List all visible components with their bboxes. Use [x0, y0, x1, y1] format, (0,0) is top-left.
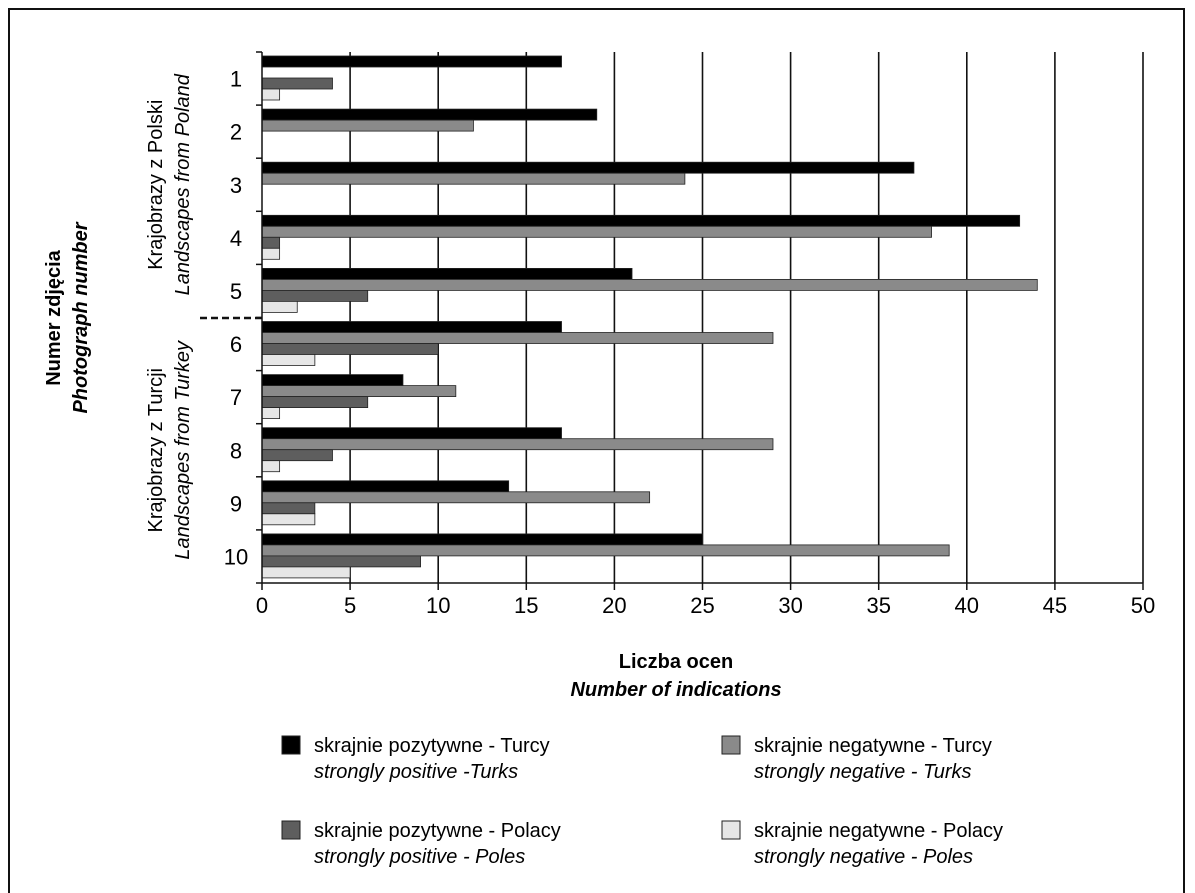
x-tick-labels: 0 5 10 15 20 25 30 35 40 45 50: [256, 593, 1155, 618]
bar: [261, 300, 298, 313]
group-label-en: Landscapes from Turkey: [172, 340, 194, 560]
legend-label: skrajnie pozytywne - Polacy: [314, 820, 561, 842]
gridlines: [256, 51, 1144, 590]
y-tick-label: 6: [230, 332, 242, 357]
bar: [261, 214, 1021, 227]
legend-swatch: [721, 820, 741, 840]
bar: [261, 332, 774, 344]
y-tick-label: 8: [230, 438, 242, 463]
bar: [261, 555, 421, 568]
figure-frame: [8, 8, 1185, 893]
bar: [261, 267, 633, 280]
y-tick-label: 5: [230, 279, 242, 304]
y-tick-label: 10: [224, 544, 248, 569]
bar: [261, 236, 281, 249]
x-tick-label: 20: [602, 593, 626, 618]
x-tick-label: 15: [514, 593, 538, 618]
y-axis-title-en: Photograph number: [70, 221, 92, 413]
bar: [261, 225, 932, 238]
bar: [261, 88, 281, 101]
bar: [261, 407, 281, 420]
x-tick-label: 5: [344, 593, 356, 618]
bar: [261, 172, 686, 185]
y-tick-label: 2: [230, 120, 242, 145]
group-label: Krajobrazy z Polski: [145, 100, 167, 270]
group-label: Krajobrazy z Turcji: [145, 368, 167, 533]
y-tick-label: 7: [230, 385, 242, 410]
bar: [261, 427, 562, 440]
bar: [261, 502, 316, 515]
bar: [261, 460, 281, 473]
legend-label-en: strongly negative - Turks: [754, 761, 972, 783]
legend-label: skrajnie negatywne - Polacy: [754, 820, 1003, 842]
bar: [261, 247, 281, 260]
x-tick-label: 50: [1131, 593, 1155, 618]
bar: [261, 533, 703, 546]
legend-label: skrajnie negatywne - Turcy: [754, 735, 992, 757]
legend-label-en: strongly positive -Turks: [314, 761, 518, 783]
x-tick-label: 10: [426, 593, 450, 618]
y-tick-label: 4: [230, 226, 242, 251]
bars: [261, 55, 1038, 579]
y-axis-title: Numer zdjęcia: [43, 249, 65, 385]
bar: [261, 321, 562, 333]
x-axis-title: Liczba ocen: [619, 651, 733, 673]
x-tick-label: 30: [778, 593, 802, 618]
bar: [261, 278, 1038, 291]
bar: [261, 480, 510, 493]
bar: [261, 544, 950, 557]
bar: [261, 438, 774, 451]
x-tick-label: 40: [955, 593, 979, 618]
x-tick-label: 25: [690, 593, 714, 618]
bar: [261, 354, 316, 366]
bar: [261, 385, 457, 398]
bar: [261, 491, 651, 504]
legend-swatch: [281, 820, 301, 840]
bar: [261, 119, 474, 132]
legend-label-en: strongly negative - Poles: [754, 846, 973, 868]
bar: [261, 513, 316, 526]
bar: [261, 396, 369, 409]
x-tick-label: 45: [1043, 593, 1067, 618]
axes: [200, 52, 1143, 584]
group-labels: Krajobrazy z Polski Landscapes from Polan…: [145, 73, 194, 559]
y-tick-label: 1: [230, 67, 242, 92]
legend-label-en: strongly positive - Poles: [314, 846, 525, 868]
bar: [261, 289, 369, 302]
bar: [261, 374, 404, 387]
group-label-en: Landscapes from Poland: [172, 73, 194, 295]
bar: [261, 55, 562, 68]
y-tick-label: 9: [230, 491, 242, 516]
y-tick-labels: 1 2 3 4 5 6 7 8 9 10: [224, 67, 248, 570]
legend: skrajnie pozytywne - Turcy strongly posit…: [281, 735, 1003, 868]
bar: [261, 77, 333, 90]
legend-swatch: [281, 735, 301, 755]
x-tick-label: 35: [866, 593, 890, 618]
y-tick-label: 3: [230, 173, 242, 198]
bar: [261, 566, 351, 579]
bar: [261, 343, 439, 355]
x-tick-label: 0: [256, 593, 268, 618]
bar: [261, 449, 333, 462]
bar: [261, 108, 598, 121]
bar: [261, 161, 915, 174]
legend-label: skrajnie pozytywne - Turcy: [314, 735, 550, 757]
legend-swatch: [721, 735, 741, 755]
x-axis-title-en: Number of indications: [570, 679, 781, 701]
